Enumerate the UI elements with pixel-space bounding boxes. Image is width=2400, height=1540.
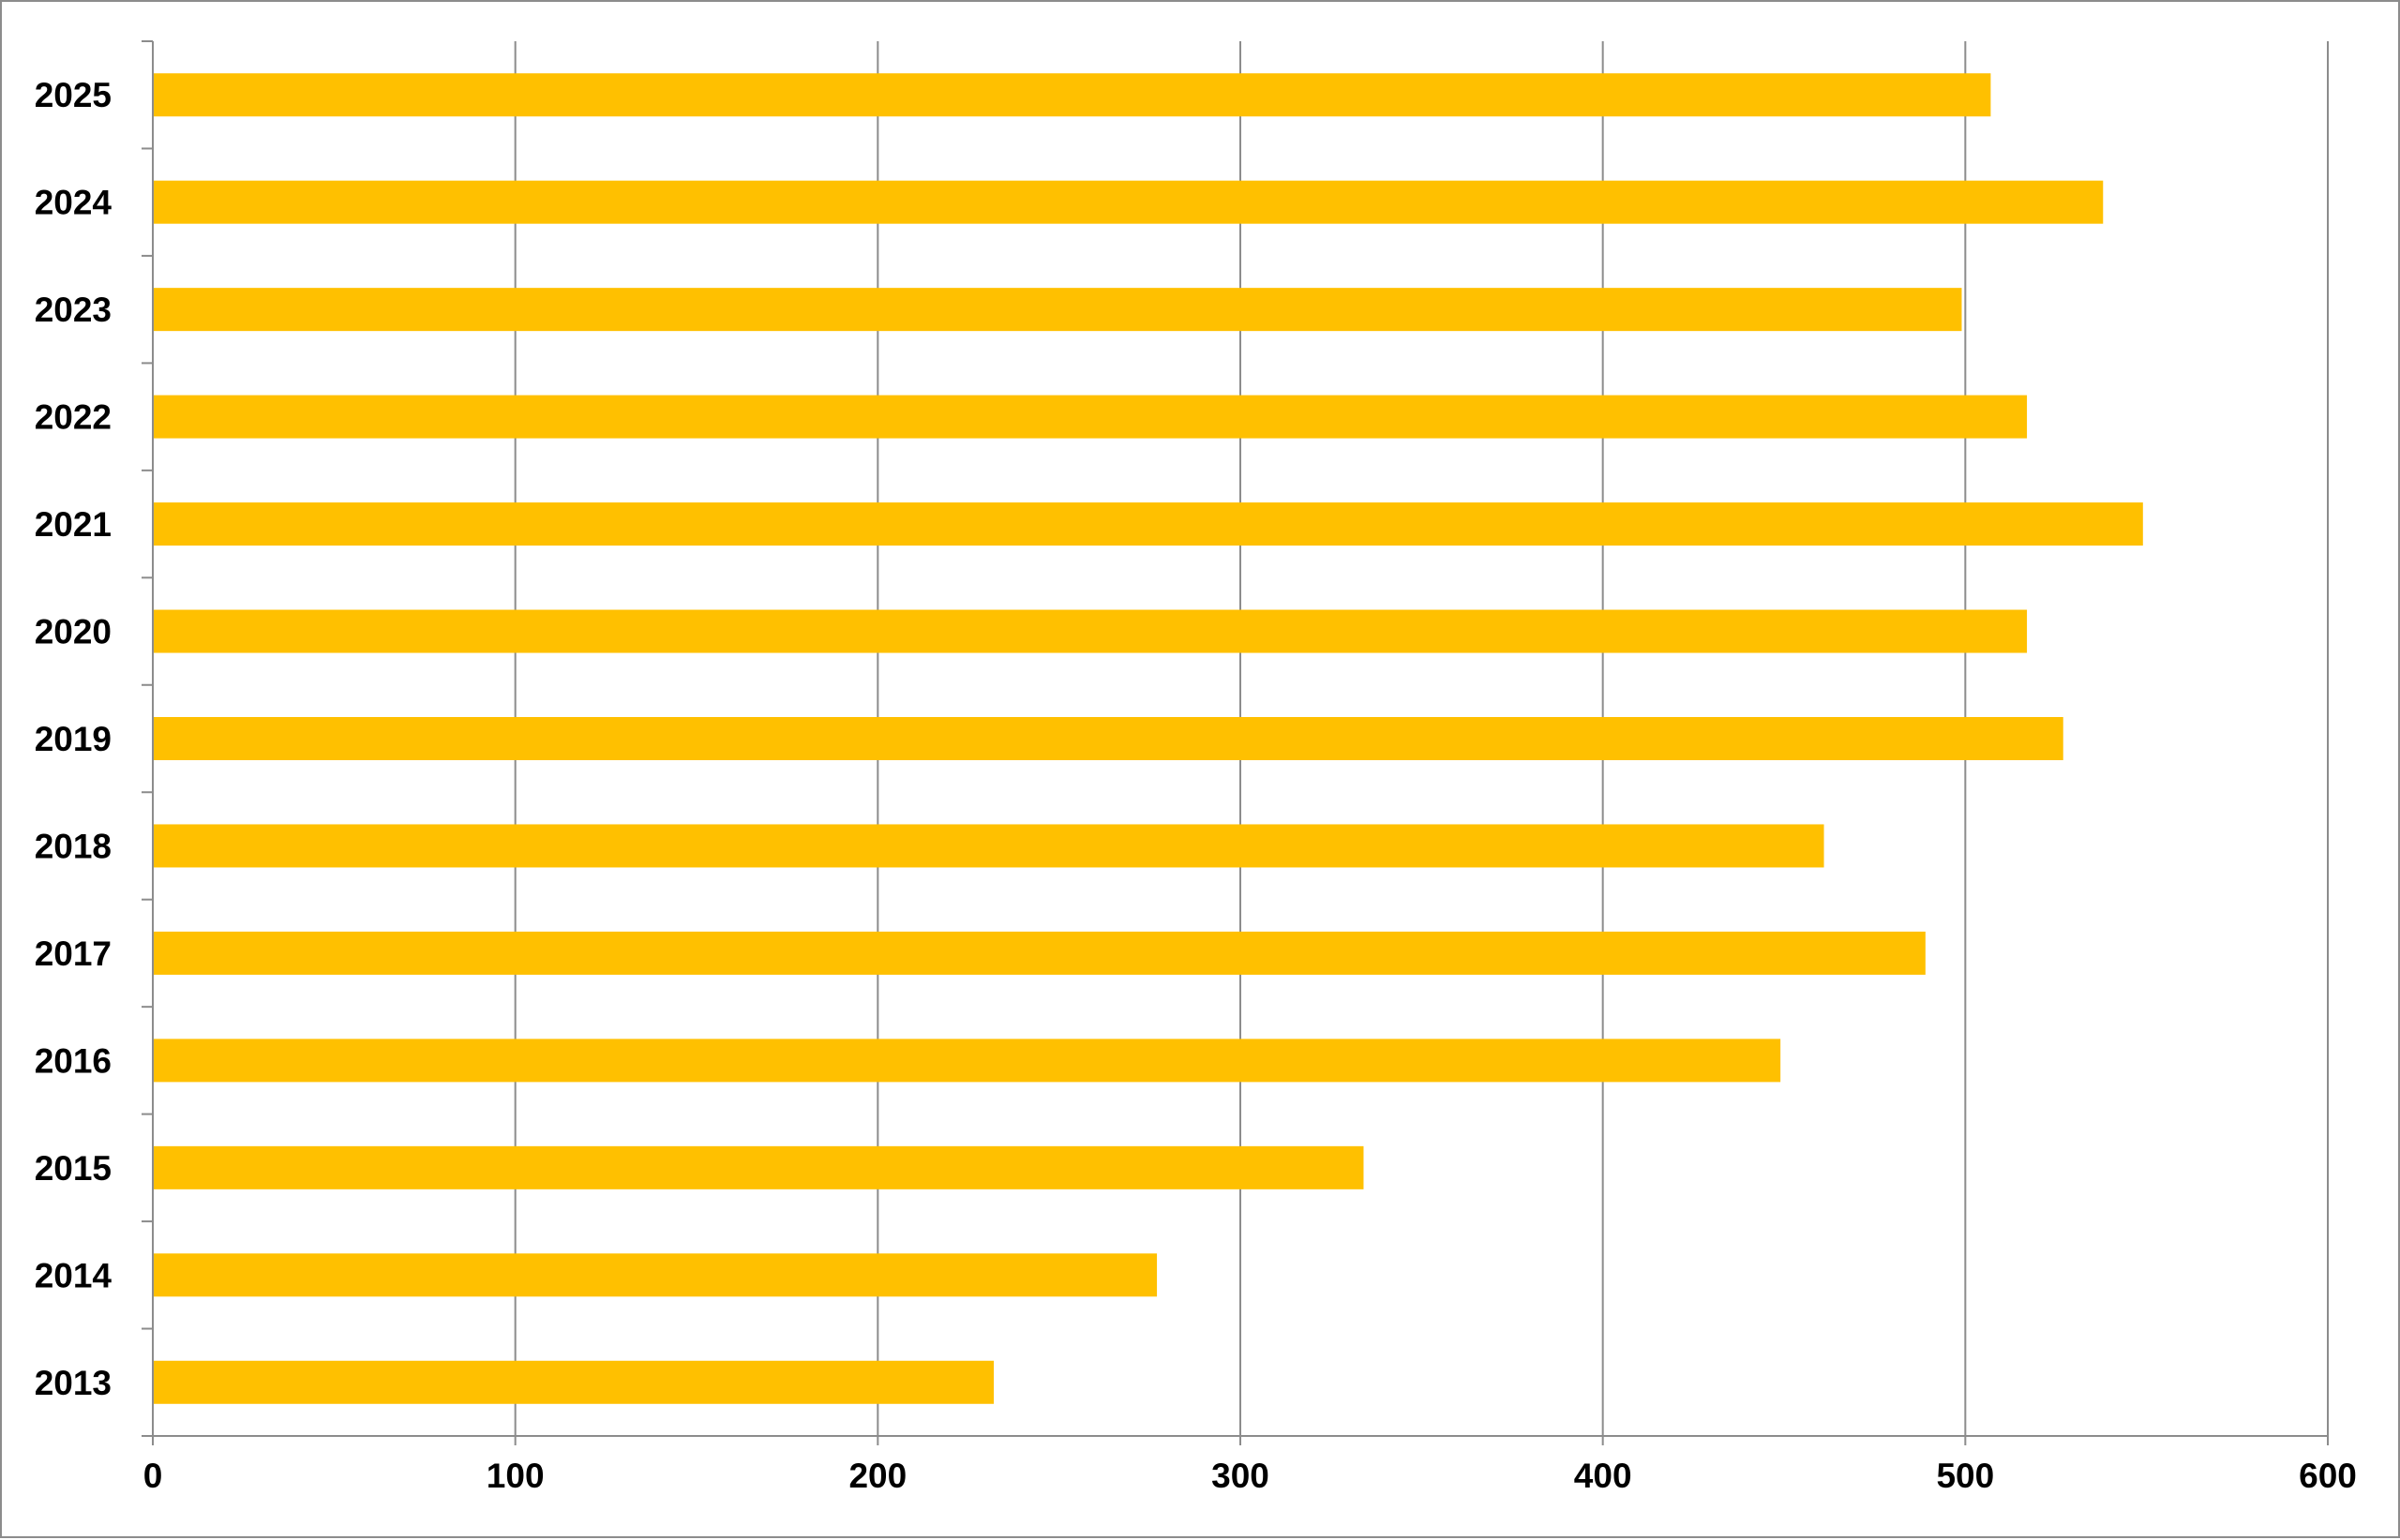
bar-2025 (153, 73, 1991, 117)
y-tick-label: 2020 (35, 613, 112, 651)
x-tick-label: 600 (2299, 1457, 2357, 1495)
tick-labels: 0 100 200 300 400 500 600 2013 2014 2015 2016 2017 2… (35, 76, 2357, 1495)
y-tick-label: 2025 (35, 76, 112, 114)
x-tick-label: 100 (487, 1457, 545, 1495)
bar-2018 (153, 824, 1824, 868)
bar-2013 (153, 1360, 995, 1404)
bar-2020 (153, 609, 2028, 653)
bar-2019 (153, 717, 2063, 760)
bar-2014 (153, 1253, 1158, 1297)
bar-2016 (153, 1039, 1781, 1083)
bar-2017 (153, 931, 1926, 975)
y-tick-label: 2024 (35, 184, 112, 222)
y-tick-label: 2022 (35, 398, 112, 437)
axes (142, 40, 2329, 1445)
bar-2023 (153, 288, 1962, 332)
x-tick-label: 400 (1574, 1457, 1632, 1495)
y-tick-label: 2023 (35, 291, 112, 329)
y-tick-label: 2013 (35, 1364, 112, 1402)
y-tick-label: 2015 (35, 1149, 112, 1188)
y-tick-label: 2016 (35, 1041, 112, 1080)
y-tick-label: 2019 (35, 720, 112, 758)
y-tick-label: 2018 (35, 827, 112, 865)
bar-2021 (153, 502, 2143, 546)
bar-2022 (153, 395, 2028, 439)
y-tick-label: 2017 (35, 934, 112, 973)
x-tick-label: 500 (1936, 1457, 1994, 1495)
y-tick-label: 2021 (35, 505, 112, 544)
x-tick-label: 200 (848, 1457, 907, 1495)
bars (153, 73, 2143, 1404)
bar-2024 (153, 180, 2104, 224)
bar-2015 (153, 1145, 1364, 1189)
x-tick-label: 300 (1211, 1457, 1269, 1495)
x-tick-label: 0 (143, 1457, 163, 1495)
y-tick-label: 2014 (35, 1256, 112, 1294)
